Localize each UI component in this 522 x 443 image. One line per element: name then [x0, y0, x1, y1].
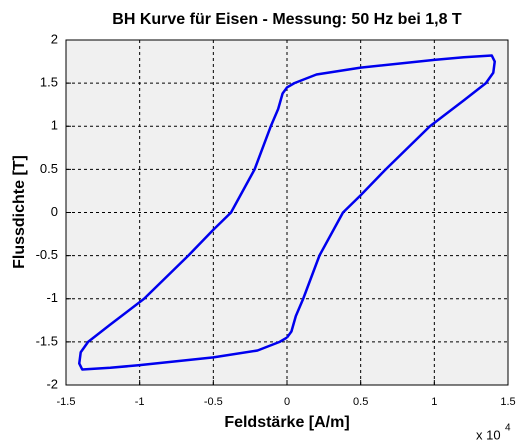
plot-frame: [65, 39, 509, 386]
x-tick-label: 0: [284, 396, 290, 408]
x-tick-label: 1: [431, 396, 437, 408]
x-tick-label: -0.5: [204, 396, 223, 408]
x-tick-label: -1.5: [57, 396, 76, 408]
y-tick-label: -0.5: [36, 247, 58, 262]
x-tick-label: -1: [135, 396, 145, 408]
y-tick-label: 2: [51, 31, 58, 46]
y-tick-label: 1.5: [40, 75, 58, 90]
chart-title: BH Kurve für Eisen - Messung: 50 Hz bei …: [112, 11, 462, 28]
y-tick-label: 0.5: [40, 161, 58, 176]
y-tick-label: 0: [51, 204, 58, 219]
y-tick-label: -2: [46, 376, 58, 391]
y-tick-label: -1: [46, 290, 58, 305]
axis-exponent: 4: [505, 423, 511, 434]
bh-curve: [78, 54, 496, 371]
y-tick-label: -1.5: [36, 333, 58, 348]
axis-multiplier: x 10: [476, 427, 501, 442]
x-tick-label: 0.5: [353, 396, 368, 408]
x-axis-label: Feldstärke [A/m]: [224, 414, 349, 431]
y-tick-label: 1: [51, 118, 58, 133]
x-tick-label: 1.5: [500, 396, 515, 408]
y-axis-label: Flussdichte [T]: [11, 155, 28, 269]
